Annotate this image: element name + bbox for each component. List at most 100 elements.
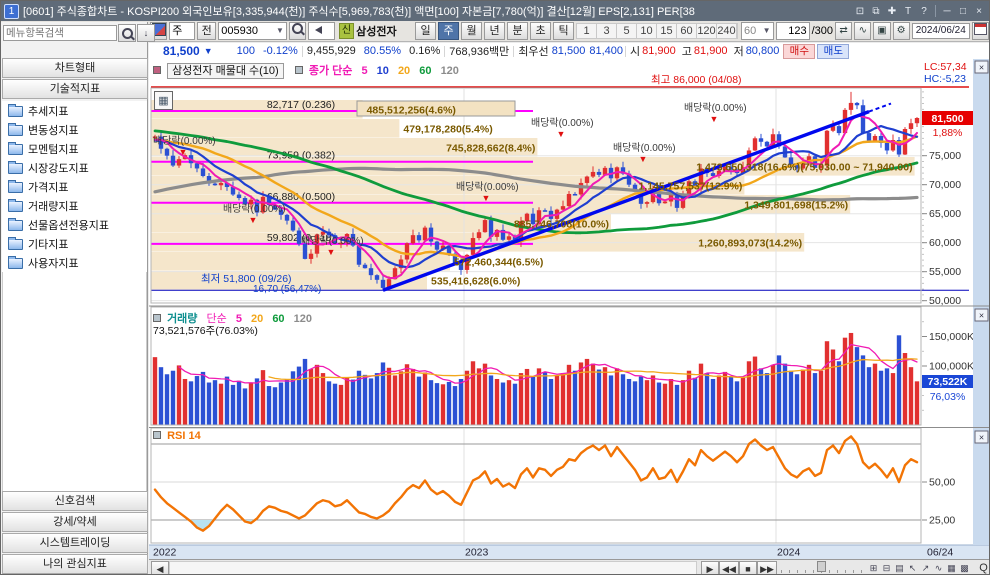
chart-canvas[interactable]: 82,717 (0.236)73,959 (0.382)66,880 (0.50… [149,59,990,559]
candle-body [236,194,242,199]
interval-button[interactable]: 60 [677,24,697,38]
vol-ma20-label[interactable]: 20 [251,313,264,325]
window-titlebar[interactable]: 1 [0601] 주식종합차트 - KOSPI200 외국인보유[3,335,9… [1,1,989,21]
maximize-button[interactable]: □ [959,5,967,17]
period-button[interactable]: 주 [438,22,459,40]
sidebar-button-my-indicators[interactable]: 나의 관심지표 [2,554,148,574]
sidebar-item[interactable]: 변동성지표 [2,120,147,139]
candle-body [710,173,716,176]
zoom-control[interactable]: Q [979,562,988,574]
interval-button[interactable]: 3 [597,24,617,38]
titlebar-tool-icon[interactable]: ⊡ [855,5,865,17]
minimize-button[interactable]: ─ [943,5,951,17]
wave-tool-button[interactable]: ∿ [854,22,872,40]
stop-button[interactable]: ■ [739,561,757,574]
sound-combo[interactable]: ▼ [308,22,335,52]
scroll-left-button[interactable]: ◀ [151,561,169,574]
interval-button[interactable]: 5 [617,24,637,38]
sidebar-section-indicators[interactable]: 기술적지표 [2,79,148,99]
chart-tool-icon[interactable]: ▤ [895,563,904,573]
buy-button[interactable]: 매수 [783,43,816,59]
calendar-button[interactable] [971,22,989,40]
search-next-button[interactable]: ↓ [137,24,155,42]
sidebar-item[interactable]: 거래량지표 [2,196,147,215]
jeon-button[interactable]: 전 [197,22,217,40]
save-button[interactable]: ▣ [873,22,891,40]
titlebar-tool-icon[interactable]: ⧉ [872,5,880,17]
period-button[interactable]: 초 [530,22,551,40]
rewind-button[interactable]: ◀◀ [719,561,739,574]
sidebar-button-signal[interactable]: 신호검색 [2,491,148,511]
ma20-label[interactable]: 20 [397,65,411,77]
search-go-button[interactable] [118,24,136,42]
interval-button[interactable]: 15 [657,24,677,38]
period-button[interactable]: 년 [484,22,505,40]
ma5-label[interactable]: 5 [361,65,368,77]
sidebar-item[interactable]: 기타지표 [2,234,147,253]
titlebar-tool-icon[interactable]: T [904,5,912,17]
folder-icon [8,104,23,117]
main-chart-tab[interactable]: 삼성전자 매물대 수(10) [167,63,284,79]
chart-tool-icon[interactable]: ⊟ [882,563,891,573]
search-button[interactable] [288,22,307,40]
folder-icon [8,161,23,174]
sidebar-item[interactable]: 가격지표 [2,177,147,196]
chart-tool-icon[interactable]: ↖ [908,563,917,573]
compare-button[interactable]: ⇄ [835,22,853,40]
sidebar-button-strength[interactable]: 강세/약세 [2,512,148,532]
cycle-combo[interactable]: 주▼ [169,22,196,52]
bar-count-input[interactable] [775,22,810,40]
chart-tool-icon[interactable]: ▦ [947,563,956,573]
volume-bar [530,376,536,425]
interval-button[interactable]: 120 [697,24,717,38]
candle-body [746,150,752,168]
sidebar-item[interactable]: 선물옵션전용지표 [2,215,147,234]
vol-ma120-label[interactable]: 120 [293,313,312,325]
sidebar-item[interactable]: 시장강도지표 [2,158,147,177]
date-field[interactable]: 2024/06/24 [911,23,970,39]
volume-bar [560,373,566,425]
period-button[interactable]: 월 [461,22,482,40]
search-input[interactable] [3,25,117,41]
band-label: 745,828,662(8.4%) [446,143,535,155]
trade-amount: 768,936백만 [449,46,510,58]
stock-code-combo[interactable]: 005930 ▼ [218,22,287,40]
chart-tool-icon[interactable]: ⊞ [869,563,878,573]
ma120-label[interactable]: 120 [440,65,459,77]
interval-button[interactable]: 1 [577,24,597,38]
ma10-label[interactable]: 10 [376,65,389,77]
period-button[interactable]: 분 [507,22,528,40]
chart-tool-icon[interactable]: ↗ [921,563,930,573]
play-forward-button[interactable]: ▶ [701,561,719,574]
minute-combo[interactable]: 60 ▼ [741,22,774,40]
sidebar-item[interactable]: 모멘텀지표 [2,139,147,158]
titlebar-tool-icon[interactable]: ✚ [887,5,897,17]
volume-bar [500,382,506,425]
volume-label[interactable]: 거래량 [167,313,198,325]
open-label: 시 [630,46,641,58]
volume-bar [164,374,170,425]
sidebar-section-chart-type[interactable]: 차트형태 [2,58,148,78]
vol-ma60-label[interactable]: 60 [272,313,285,325]
chart-tool-icon[interactable]: ▩ [960,563,969,573]
sidebar-item[interactable]: 사용자지표 [2,253,147,272]
titlebar-tool-icon[interactable]: ? [921,5,927,17]
scrollbar-track[interactable] [169,561,697,574]
band-table-button[interactable]: ▦ [154,91,173,110]
fast-forward-button[interactable]: ▶▶ [757,561,777,574]
settings-button[interactable]: ⚙ [892,22,910,40]
close-button[interactable]: × [976,5,982,17]
interval-button[interactable]: 10 [637,24,657,38]
sidebar-item[interactable]: 추세지표 [2,101,147,120]
ma60-label[interactable]: 60 [419,65,432,77]
speed-slider[interactable] [781,561,863,573]
sidebar-button-system-trading[interactable]: 시스템트레이딩 [2,533,148,553]
rsi-label[interactable]: RSI 14 [167,430,201,442]
vol-ma5-label[interactable]: 5 [235,313,242,325]
sell-button[interactable]: 매도 [817,43,850,59]
interval-button[interactable]: 240 [717,24,737,38]
period-button[interactable]: 일 [415,22,436,40]
chart-tool-icon[interactable]: ∿ [934,563,943,573]
slider-thumb[interactable] [817,561,826,572]
period-button[interactable]: 틱 [553,22,574,40]
